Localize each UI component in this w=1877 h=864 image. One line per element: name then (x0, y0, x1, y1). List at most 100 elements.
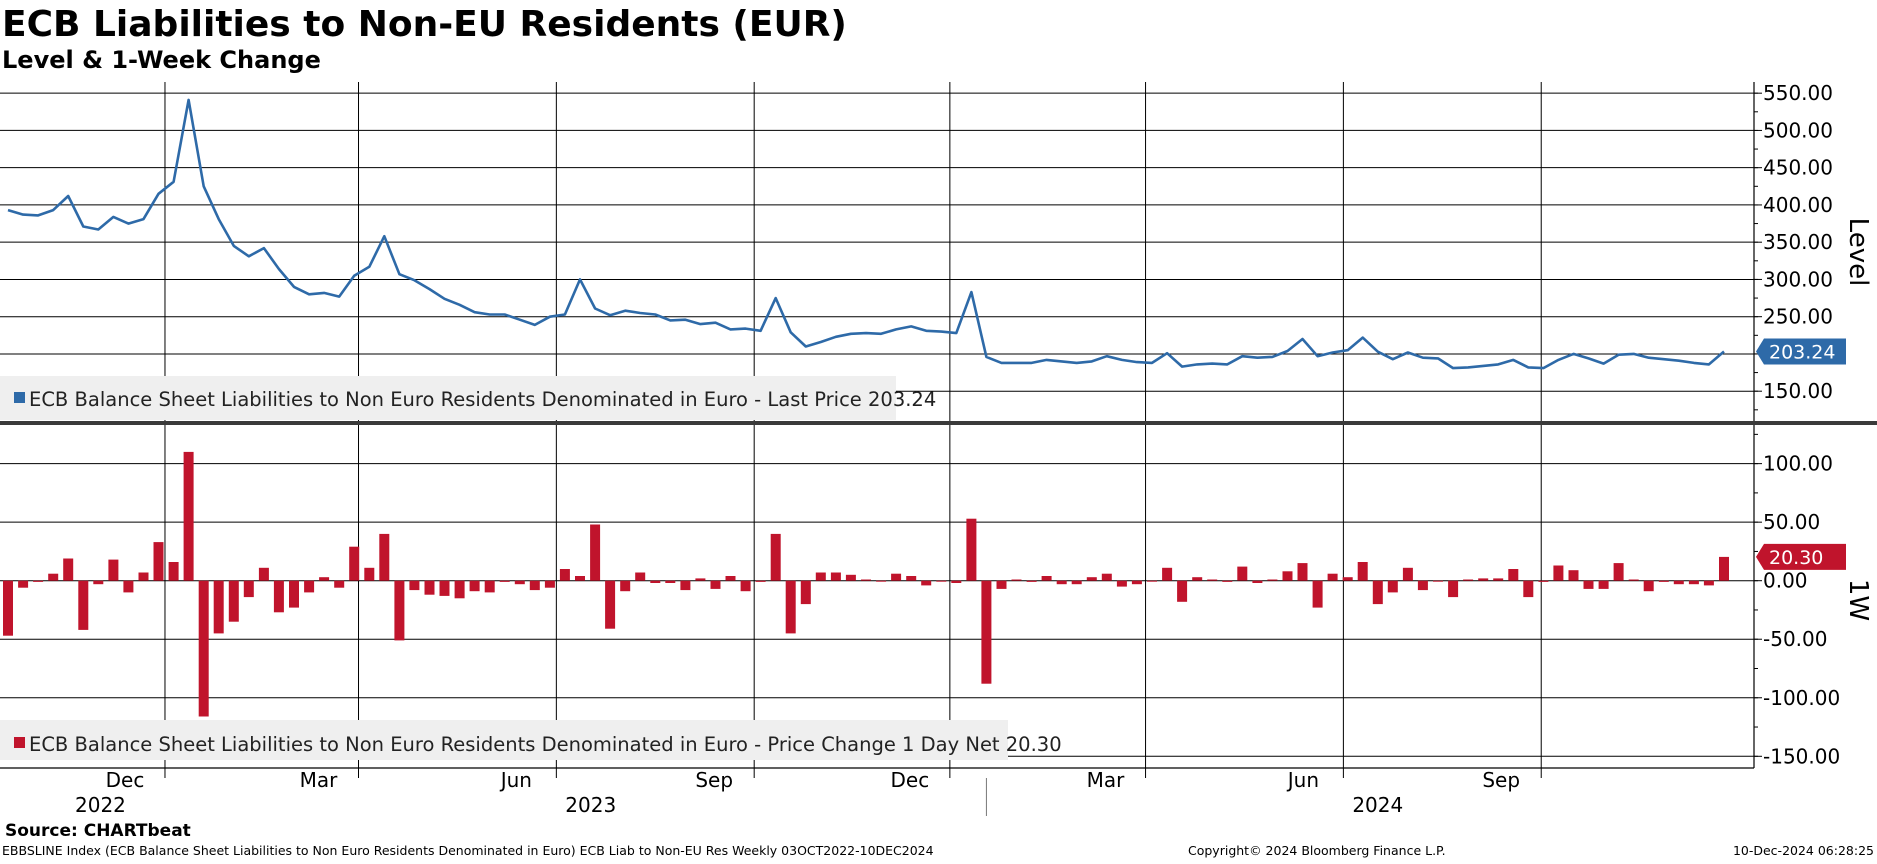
change-bar (1056, 580, 1067, 585)
change-bar (1508, 569, 1519, 581)
year-label: 2024 (1352, 793, 1403, 817)
change-bar (1101, 573, 1112, 581)
change-bar (289, 580, 299, 608)
change-axis-title: 1W (1843, 579, 1873, 621)
change-bar (1673, 580, 1684, 585)
change-bar (1478, 578, 1489, 581)
change-bar (1643, 580, 1654, 592)
change-bar (364, 567, 375, 581)
change-bar (469, 580, 480, 592)
change-bar (1658, 580, 1669, 582)
change-y-tick-label: 50.00 (1763, 510, 1820, 534)
change-bar (861, 579, 871, 581)
change-bar (1583, 580, 1594, 589)
change-bar (93, 580, 104, 585)
level-y-tick-label: 400.00 (1763, 193, 1833, 217)
change-bar (620, 580, 631, 592)
change-bar (529, 580, 540, 591)
change-bar (1417, 580, 1428, 591)
change-bar (996, 580, 1007, 589)
change-bar (243, 580, 254, 598)
change-bar (559, 569, 570, 581)
change-bar (123, 580, 134, 593)
panel-divider (0, 421, 1877, 425)
change-bar (544, 580, 555, 588)
change-bar (1116, 580, 1127, 587)
change-bar (1237, 566, 1248, 581)
change-bar (33, 580, 44, 582)
level-series-line (7, 98, 1725, 370)
x-tick-label: Jun (499, 768, 532, 792)
change-bar (1523, 580, 1534, 598)
change-bar (1372, 580, 1383, 605)
change-bar (1177, 580, 1188, 602)
change-bar (78, 580, 89, 630)
change-bar (1327, 573, 1338, 581)
change-bar (1162, 567, 1173, 581)
change-bar (424, 580, 435, 595)
source-label: Source: CHARTbeat (5, 821, 191, 841)
change-y-tick-label: -150.00 (1763, 744, 1840, 768)
change-bar (770, 533, 781, 581)
change-bar (1448, 580, 1459, 598)
level-panel (7, 98, 1725, 370)
change-bar (695, 578, 706, 581)
level-axis-title: Level (1843, 218, 1873, 287)
change-bar (1147, 580, 1157, 582)
change-bar (680, 580, 691, 591)
change-bar (650, 580, 661, 583)
change-bar (379, 533, 390, 581)
chart-title: ECB Liabilities to Non-EU Residents (EUR… (2, 4, 847, 45)
change-legend-label: ECB Balance Sheet Liabilities to Non Eur… (29, 733, 1062, 756)
level-legend-box (0, 376, 896, 420)
change-last-value: 20.30 (1769, 547, 1823, 569)
change-bar (1613, 563, 1624, 581)
change-bar (228, 580, 239, 622)
change-bar (183, 451, 194, 581)
change-bar (1011, 579, 1022, 581)
axes: Dec Mar Jun Sep Dec Mar Jun Sep 2022 2023 2024 550.… (0, 81, 1877, 817)
level-legend-swatch (14, 392, 25, 403)
year-label: 2022 (75, 793, 126, 817)
change-bar (138, 572, 149, 581)
change-bar (575, 576, 585, 581)
level-y-tick-label: 550.00 (1763, 81, 1833, 105)
x-tick-label: Dec (106, 768, 145, 792)
change-bar (394, 580, 405, 641)
change-bar (1553, 565, 1564, 581)
change-bar (665, 580, 676, 583)
change-bar (845, 574, 856, 581)
change-bar (258, 567, 269, 581)
chart-subtitle: Level & 1-Week Change (2, 46, 321, 74)
change-bar (213, 580, 224, 634)
change-bar (951, 580, 962, 583)
change-bar (454, 580, 465, 599)
change-bar (635, 572, 646, 581)
change-bar (48, 573, 59, 581)
change-bar (273, 580, 284, 613)
change-bar (18, 580, 29, 588)
change-bar (319, 577, 330, 581)
change-last-value-badge (1756, 543, 1846, 570)
change-bar (605, 580, 616, 629)
change-bar (334, 580, 345, 588)
change-bar (1628, 579, 1639, 581)
change-bar (1433, 580, 1443, 582)
change-bar (725, 576, 736, 581)
change-bar (876, 580, 887, 582)
change-legend-box (0, 720, 1008, 760)
change-bar (1297, 563, 1308, 581)
change-bar (1041, 576, 1052, 581)
level-last-value: 203.24 (1769, 342, 1835, 364)
change-bar (1493, 578, 1504, 581)
change-bar (1402, 567, 1413, 581)
change-bar (906, 576, 917, 581)
change-bar (1282, 571, 1293, 581)
change-bar (108, 559, 119, 581)
footer-copyright: Copyright© 2024 Bloomberg Finance L.P. (1188, 843, 1446, 858)
change-bar (63, 558, 74, 581)
change-bar (710, 580, 721, 589)
change-bar (514, 580, 525, 585)
change-bar (168, 562, 179, 581)
x-tick-label: Dec (891, 768, 930, 792)
